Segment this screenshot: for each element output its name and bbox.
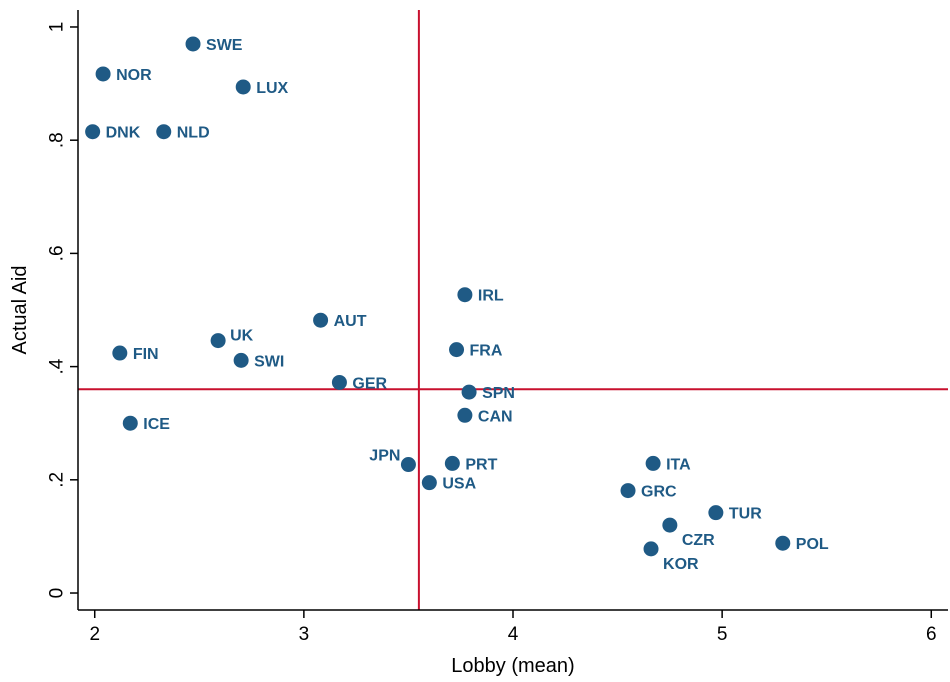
point-label: USA <box>442 476 476 493</box>
data-point-fin: FIN <box>112 345 159 363</box>
point-marker <box>95 66 111 82</box>
y-tick-label: .6 <box>47 245 68 261</box>
axes: 2 3 4 5 6 0 .2 .4 .6 .8 1 <box>47 10 948 645</box>
y-axis-title: Actual Aid <box>9 266 31 355</box>
point-marker <box>444 455 460 471</box>
point-marker <box>112 345 128 361</box>
point-marker <box>645 455 661 471</box>
point-label: FRA <box>470 343 503 360</box>
point-label: PRT <box>465 456 497 473</box>
data-point-jpn: JPN <box>369 448 416 473</box>
data-point-prt: PRT <box>444 455 498 473</box>
y-tick-label: 1 <box>47 22 68 33</box>
point-marker <box>708 505 724 521</box>
data-point-spn: SPN <box>461 384 515 402</box>
data-point-can: CAN <box>457 407 513 425</box>
point-marker <box>461 384 477 400</box>
point-label: AUT <box>334 313 367 330</box>
data-point-irl: IRL <box>457 287 504 305</box>
data-point-ice: ICE <box>122 415 170 433</box>
point-marker <box>331 374 347 390</box>
x-tick-label: 5 <box>717 624 728 645</box>
point-label: FIN <box>133 346 159 363</box>
point-marker <box>775 535 791 551</box>
data-point-czr: CZR <box>662 517 715 549</box>
point-label: ITA <box>666 456 691 473</box>
data-point-fra: FRA <box>449 342 503 360</box>
point-label: LUX <box>256 80 288 97</box>
point-marker <box>662 517 678 533</box>
point-marker <box>122 415 138 431</box>
point-marker <box>643 541 659 557</box>
data-point-lux: LUX <box>235 79 289 97</box>
point-marker <box>620 483 636 499</box>
point-label: TUR <box>729 506 762 523</box>
data-points: SWE NOR LUX DNK NLD IRL AUT UK FIN FRA SWI GER SPN CA… <box>85 36 829 573</box>
y-tick-label: .4 <box>47 358 68 374</box>
point-label: IRL <box>478 288 504 305</box>
point-marker <box>210 333 226 349</box>
point-marker <box>400 457 416 473</box>
y-ticks: 0 .2 .4 .6 .8 1 <box>47 22 78 599</box>
data-point-kor: KOR <box>643 541 699 573</box>
data-point-ita: ITA <box>645 455 691 473</box>
data-point-tur: TUR <box>708 505 762 523</box>
point-label: GRC <box>641 484 677 501</box>
point-label: KOR <box>663 556 699 573</box>
data-point-aut: AUT <box>313 312 367 330</box>
point-marker <box>457 287 473 303</box>
x-ticks: 2 3 4 5 6 <box>89 610 937 645</box>
y-tick-label: .8 <box>47 132 68 148</box>
data-point-usa: USA <box>421 475 477 493</box>
point-marker <box>235 79 251 95</box>
point-marker <box>85 124 101 140</box>
reference-lines <box>78 10 948 610</box>
point-marker <box>313 312 329 328</box>
point-label: CZR <box>682 532 715 549</box>
x-tick-label: 3 <box>299 624 310 645</box>
x-tick-label: 6 <box>926 624 937 645</box>
point-label: DNK <box>106 125 141 142</box>
point-label: JPN <box>369 448 400 465</box>
point-marker <box>185 36 201 52</box>
y-tick-label: .2 <box>47 472 68 488</box>
x-axis-title: Lobby (mean) <box>451 655 574 677</box>
point-label: NOR <box>116 67 152 84</box>
data-point-ger: GER <box>331 374 388 392</box>
data-point-grc: GRC <box>620 483 677 501</box>
point-label: ICE <box>143 416 170 433</box>
data-point-nor: NOR <box>95 66 152 84</box>
data-point-uk: UK <box>210 328 254 349</box>
point-label: SPN <box>482 385 515 402</box>
point-label: GER <box>352 375 387 392</box>
point-label: POL <box>796 536 829 553</box>
x-tick-label: 2 <box>89 624 100 645</box>
point-label: SWE <box>206 37 243 54</box>
point-marker <box>156 124 172 140</box>
data-point-swi: SWI <box>233 352 284 370</box>
point-marker <box>233 352 249 368</box>
point-marker <box>449 342 465 358</box>
data-point-pol: POL <box>775 535 829 553</box>
y-tick-label: 0 <box>47 588 68 599</box>
x-tick-label: 4 <box>508 624 519 645</box>
point-label: NLD <box>177 125 210 142</box>
data-point-dnk: DNK <box>85 124 141 142</box>
point-label: SWI <box>254 353 284 370</box>
point-label: UK <box>230 328 254 345</box>
point-marker <box>457 407 473 423</box>
point-label: CAN <box>478 408 513 425</box>
point-marker <box>421 475 437 491</box>
data-point-nld: NLD <box>156 124 210 142</box>
data-point-swe: SWE <box>185 36 243 54</box>
